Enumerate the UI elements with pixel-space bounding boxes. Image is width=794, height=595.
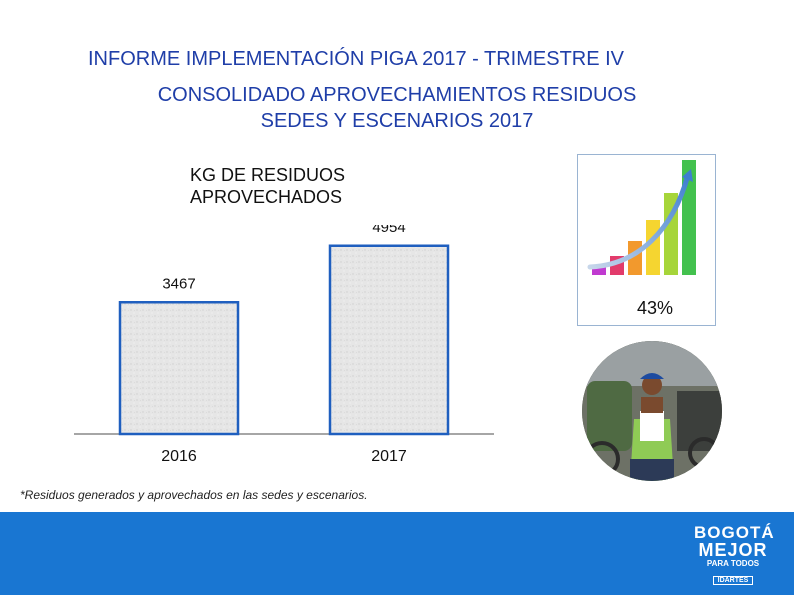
data-label-2016: 3467 [162, 275, 195, 292]
chart-title-line-1: KG DE RESIDUOS [190, 165, 346, 185]
logo-line-1: BOGOTÁ [694, 523, 775, 542]
data-label-2017: 4954 [372, 225, 405, 236]
bar-2016 [118, 301, 240, 436]
growth-bar [592, 265, 606, 275]
logo-line-4: IDARTES [712, 576, 754, 585]
growth-chart-image [577, 154, 716, 326]
report-subtitle-line-1: CONSOLIDADO APROVECHAMIENTOS RESIDUOS [157, 84, 637, 106]
logo-line-2: MEJOR [698, 540, 768, 560]
growth-percentage: 43% [637, 298, 674, 318]
bar-chart: 3467 2016 4954 2017 [74, 225, 494, 465]
bogota-logo: BOGOTÁ MEJOR PARA TODOS IDARTES [694, 523, 775, 587]
footer-band [0, 512, 794, 595]
growth-bar-chart-icon [587, 160, 696, 275]
x-tick-label-2016: 2016 [161, 448, 197, 465]
report-subtitle-line-2: SEDES Y ESCENARIOS 2017 [260, 110, 534, 132]
worker-photo [582, 341, 722, 481]
chart-title: KG DE RESIDUOS APROVECHADOS [190, 164, 345, 208]
chart-footnote: *Residuos generados y aprovechados en la… [20, 488, 368, 502]
growth-bar [646, 220, 660, 275]
bar-2017 [328, 244, 450, 436]
x-tick-label-2017: 2017 [371, 448, 407, 465]
report-subtitle: CONSOLIDADO APROVECHAMIENTOS RESIDUOS SE… [0, 82, 794, 134]
logo-line-3: PARA TODOS [706, 559, 760, 568]
chart-title-line-2: APROVECHADOS [190, 187, 343, 207]
report-title: INFORME IMPLEMENTACIÓN PIGA 2017 - TRIME… [88, 48, 625, 70]
